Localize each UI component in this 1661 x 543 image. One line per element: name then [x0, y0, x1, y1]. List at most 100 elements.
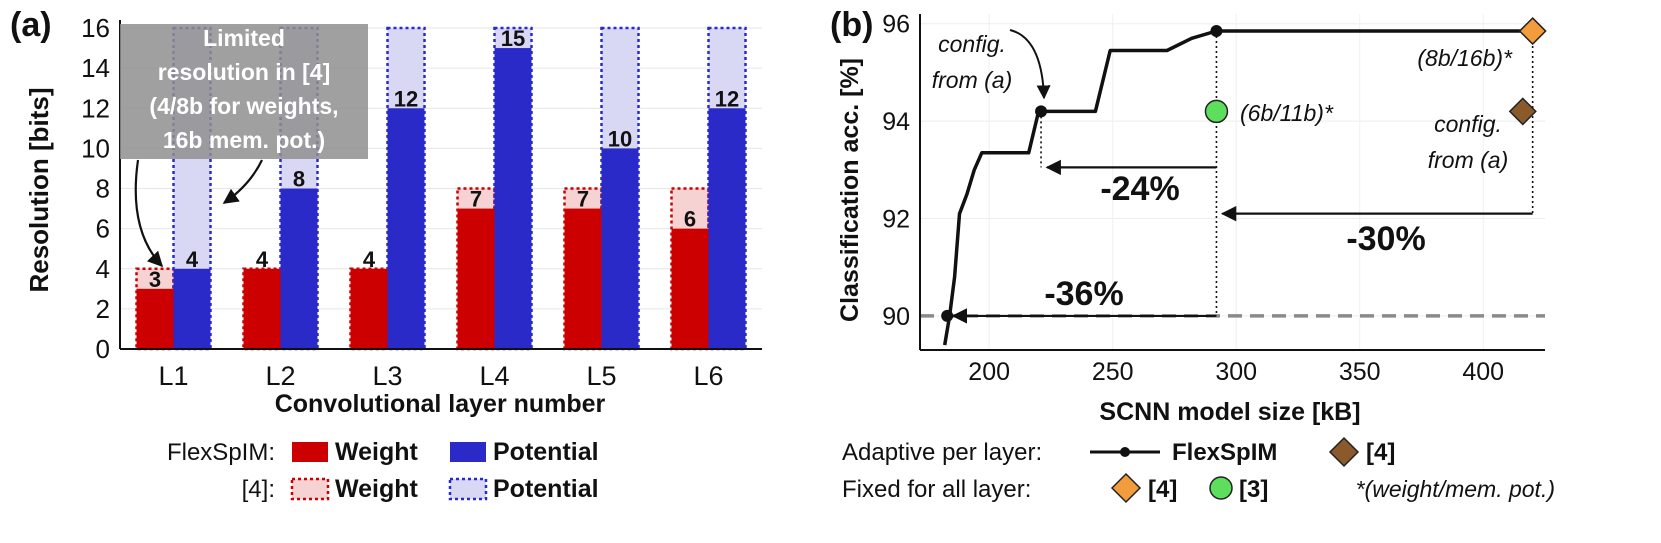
b-legend-flexspim: FlexSpIM	[1172, 439, 1277, 466]
label-weight-L5: 7	[577, 187, 589, 212]
label-weight-L2: 4	[256, 247, 269, 272]
a-ytick-12: 12	[81, 93, 110, 123]
b-legend-fixed-label: Fixed for all layer:	[842, 476, 1031, 503]
a-legend-flex-potential-swatch	[450, 442, 486, 462]
b-tick-labels: 90 92 94 96 200 250 300 350 400	[882, 11, 1504, 386]
a-legend-flex-weight: Weight	[335, 438, 419, 466]
ref3-fixed-marker	[1204, 99, 1229, 124]
bar-weight-L4	[457, 208, 495, 349]
ref4-fixed-marker	[1518, 16, 1547, 46]
b-guide-lines	[1040, 31, 1534, 316]
bar-weight-L3	[350, 268, 388, 349]
bar-potential-L6	[708, 108, 746, 349]
b-x-axis-label: SCNN model size [kB]	[1099, 398, 1360, 426]
label-weight-L3: 4	[363, 247, 376, 272]
b-legend-ref4-fixed: [4]	[1148, 476, 1177, 503]
config-left-arrow	[1009, 29, 1051, 100]
a-legend-row1-label: FlexSpIM:	[167, 439, 275, 466]
label-potential-L1: 4	[186, 247, 199, 272]
label-weight-L4: 7	[470, 187, 482, 212]
a-legend-ref-weight: Weight	[335, 475, 419, 503]
annotation-arrow-potential	[222, 159, 263, 204]
a-legend-ref-weight-swatch	[290, 477, 330, 501]
a-legend-flex-potential: Potential	[493, 438, 599, 466]
a-ytick-8: 8	[96, 174, 110, 204]
b-legend: Adaptive per layer: FlexSpIM [4] Fixed f…	[842, 436, 1555, 504]
b-xtick-300: 300	[1215, 358, 1257, 386]
a-x-axis-label: Convolutional layer number	[275, 390, 606, 418]
a-xtick-L4: L4	[479, 361, 509, 391]
b-ytick-92: 92	[882, 206, 910, 234]
b-ytick-94: 94	[882, 108, 910, 136]
bar-potential-L4	[494, 48, 532, 349]
b-legend-ref3-circle	[1209, 476, 1233, 500]
b-legend-ref4-fixed-diamond	[1110, 472, 1142, 504]
a-xtick-L5: L5	[586, 361, 616, 391]
b-legend-ref3: [3]	[1239, 476, 1268, 503]
b-legend-ref4-adaptive-diamond	[1328, 436, 1360, 468]
label-weight-L6: 6	[684, 207, 696, 232]
a-ytick-2: 2	[96, 294, 110, 324]
bar-weight-L2	[243, 268, 281, 349]
bar-potential-L2	[280, 188, 318, 349]
flexspim-line	[942, 29, 1533, 346]
a-y-axis-label: Resolution [bits]	[24, 87, 54, 292]
label-8b-16b: (8b/16b)*	[1417, 45, 1513, 71]
reduction-24: -24%	[1100, 170, 1179, 208]
a-xtick-L6: L6	[693, 361, 723, 391]
b-y-axis-label: Classification acc. [%]	[836, 58, 864, 322]
bar-potential-L3	[387, 108, 425, 349]
b-ytick-90: 90	[882, 303, 910, 331]
a-xtick-L1: L1	[158, 361, 188, 391]
a-legend-row2-label: [4]:	[242, 476, 275, 503]
a-ytick-14: 14	[81, 53, 110, 83]
bar-weight-L6	[671, 228, 709, 349]
panel-a-label: (a)	[10, 6, 52, 44]
b-xtick-200: 200	[968, 358, 1010, 386]
a-legend-ref-potential-swatch	[448, 477, 488, 501]
a-legend-flex-weight-swatch	[292, 442, 328, 462]
b-ytick-96: 96	[882, 11, 910, 39]
config-left-line-1: config.	[938, 31, 1006, 57]
label-potential-L5: 10	[608, 126, 632, 151]
b-reduction-arrows	[951, 159, 1533, 324]
b-series	[942, 29, 1533, 346]
annotation-arrow-weight	[134, 159, 164, 268]
ref4-adaptive-marker	[1508, 97, 1537, 126]
b-markers	[941, 16, 1547, 322]
label-potential-L2: 8	[293, 167, 305, 192]
reduction-36: -36%	[1044, 275, 1123, 313]
b-xtick-250: 250	[1092, 358, 1134, 386]
annotation-line-4: 16b mem. pot.)	[163, 127, 325, 153]
panel-b-label: (b)	[830, 6, 873, 44]
label-potential-L4: 15	[501, 26, 525, 51]
a-ytick-16: 16	[81, 13, 110, 43]
b-legend-ref4-adaptive: [4]	[1366, 439, 1395, 466]
config-left-line-2: from (a)	[932, 67, 1013, 93]
annotation-line-3: (4/8b for weights,	[149, 93, 338, 119]
config-right-line-1: config.	[1434, 111, 1502, 137]
a-xtick-L2: L2	[265, 361, 295, 391]
bar-weight-L5	[564, 208, 602, 349]
a-legend-ref-potential: Potential	[493, 475, 599, 503]
flexspim-point-1	[1035, 105, 1048, 118]
config-right-line-2: from (a)	[1428, 147, 1509, 173]
label-6b-11b: (6b/11b)*	[1240, 100, 1334, 126]
a-xtick-L3: L3	[372, 361, 402, 391]
b-legend-flexspim-dot	[1120, 447, 1130, 457]
line-chart: 90 92 94 96 200 250 300 350 400 Classification a…	[836, 11, 1555, 504]
b-xtick-400: 400	[1462, 358, 1504, 386]
flexspim-point-0	[941, 309, 954, 322]
bar-potential-L1	[173, 268, 211, 349]
limited-resolution-annotation: Limited resolution in [4] (4/8b for weig…	[120, 24, 368, 268]
label-potential-L6: 12	[715, 86, 739, 111]
a-legend: FlexSpIM: Weight Potential [4]: Weight P…	[167, 438, 599, 503]
a-ytick-0: 0	[96, 334, 110, 364]
b-legend-footnote: *(weight/mem. pot.)	[1356, 476, 1555, 502]
b-legend-adaptive-label: Adaptive per layer:	[842, 439, 1042, 466]
flexspim-point-2	[1210, 25, 1223, 38]
a-ytick-10: 10	[81, 133, 110, 163]
b-axes	[919, 14, 1545, 351]
